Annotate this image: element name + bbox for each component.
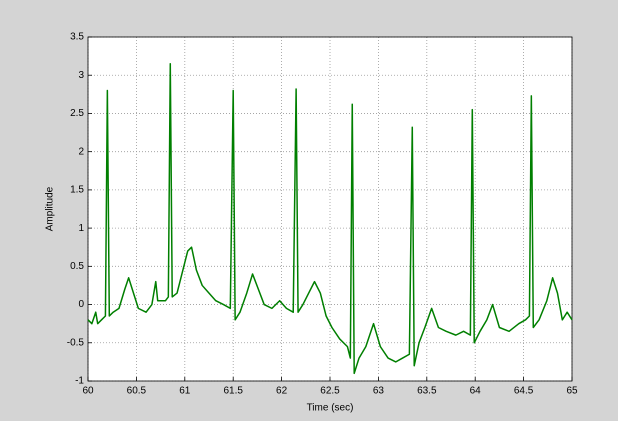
y-tick-label: 1 [78, 223, 84, 234]
x-tick-label: 64 [470, 386, 482, 397]
y-tick-label: 3.5 [70, 32, 84, 43]
x-tick-label: 60 [82, 386, 94, 397]
x-axis-label: Time (sec) [307, 403, 354, 414]
y-tick-label: 0.5 [70, 261, 84, 272]
y-axis-label: Amplitude [45, 186, 56, 231]
x-tick-label: 63 [373, 386, 385, 397]
x-tick-label: 65 [566, 386, 578, 397]
y-tick-label: 2.5 [70, 108, 84, 119]
x-tick-label: 60.5 [127, 386, 147, 397]
x-tick-label: 63.5 [417, 386, 437, 397]
x-tick-label: 62.5 [320, 386, 340, 397]
y-tick-label: -0.5 [67, 337, 85, 348]
y-tick-label: 0 [78, 299, 84, 310]
x-tick-label: 64.5 [514, 386, 534, 397]
x-tick-label: 61 [179, 386, 191, 397]
signal-line [87, 63, 573, 375]
y-tick-label: 2 [78, 146, 84, 157]
y-tick-label: 3 [78, 70, 84, 81]
axes-box [87, 36, 573, 382]
y-tick-label: -1 [75, 376, 84, 387]
y-tick-label: 1.5 [70, 185, 84, 196]
x-tick-label: 61.5 [223, 386, 243, 397]
x-tick-label: 62 [276, 386, 288, 397]
